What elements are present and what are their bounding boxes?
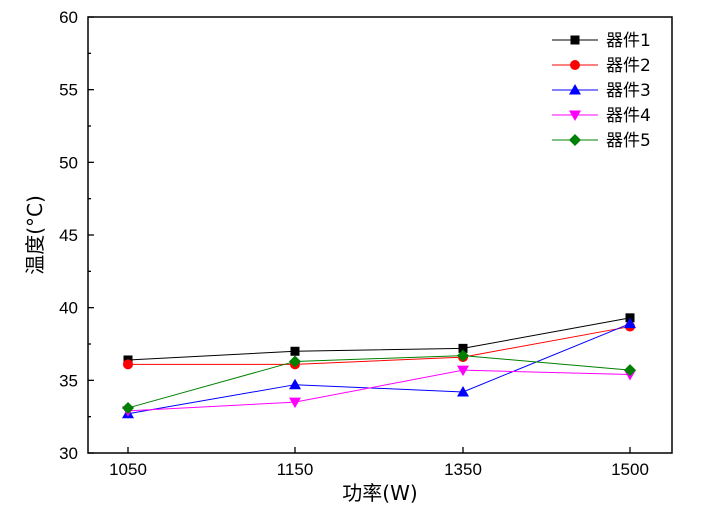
data-point (624, 317, 636, 329)
legend-item-5: 器件5 (552, 131, 651, 151)
legend-item-1: 器件1 (552, 31, 651, 51)
series-4 (122, 365, 636, 417)
legend-label: 器件1 (606, 31, 651, 51)
series-3 (122, 317, 636, 419)
series-group (122, 313, 636, 419)
y-tick-label: 30 (59, 444, 78, 463)
x-tick-label: 1050 (109, 460, 147, 479)
legend-item-3: 器件3 (552, 81, 651, 101)
series-line (127, 369, 631, 412)
series-2 (123, 321, 635, 370)
legend: 器件1 器件2 器件3 器件4 器件5 (552, 31, 651, 151)
data-point (457, 365, 469, 377)
legend-item-2: 器件2 (552, 56, 651, 76)
data-point (123, 359, 133, 370)
y-axis-title: 温度(°C) (23, 195, 47, 275)
data-point (290, 346, 300, 356)
x-tick-label: 1500 (611, 460, 649, 479)
y-tick-label: 40 (59, 299, 78, 318)
plot-frame (87, 16, 673, 454)
series-line (127, 355, 631, 409)
x-axis: 1050 1150 1350 1500 (109, 447, 649, 479)
legend-marker (569, 134, 581, 146)
legend-marker (570, 60, 580, 70)
data-point (457, 385, 469, 397)
legend-label: 器件5 (606, 131, 651, 151)
data-point (624, 364, 636, 377)
x-axis-title: 功率(W) (342, 481, 417, 505)
y-tick-label: 55 (59, 81, 78, 100)
legend-label: 器件2 (606, 56, 651, 76)
plot-border (87, 16, 673, 454)
legend-label: 器件3 (606, 81, 651, 101)
x-tick-label: 1150 (277, 460, 314, 479)
data-point (457, 349, 469, 362)
series-5 (122, 349, 636, 414)
y-tick-label: 50 (59, 153, 78, 172)
y-tick-label: 60 (59, 8, 78, 27)
data-point (458, 343, 468, 353)
data-point (289, 378, 301, 390)
data-point (289, 397, 301, 409)
y-tick-label: 35 (59, 371, 78, 390)
series-1 (123, 313, 635, 365)
legend-marker (569, 84, 581, 95)
data-point (289, 355, 301, 368)
legend-item-4: 器件4 (552, 106, 651, 126)
data-point (122, 401, 134, 414)
series-line (127, 317, 631, 361)
legend-marker (570, 35, 580, 45)
y-axis: 30 35 40 45 50 55 60 (59, 8, 94, 463)
series-line (127, 323, 631, 415)
y-tick-label: 45 (59, 226, 78, 245)
legend-marker (569, 110, 581, 121)
series-line (128, 326, 631, 365)
x-tick-label: 1350 (444, 460, 482, 479)
legend-label: 器件4 (606, 106, 651, 126)
